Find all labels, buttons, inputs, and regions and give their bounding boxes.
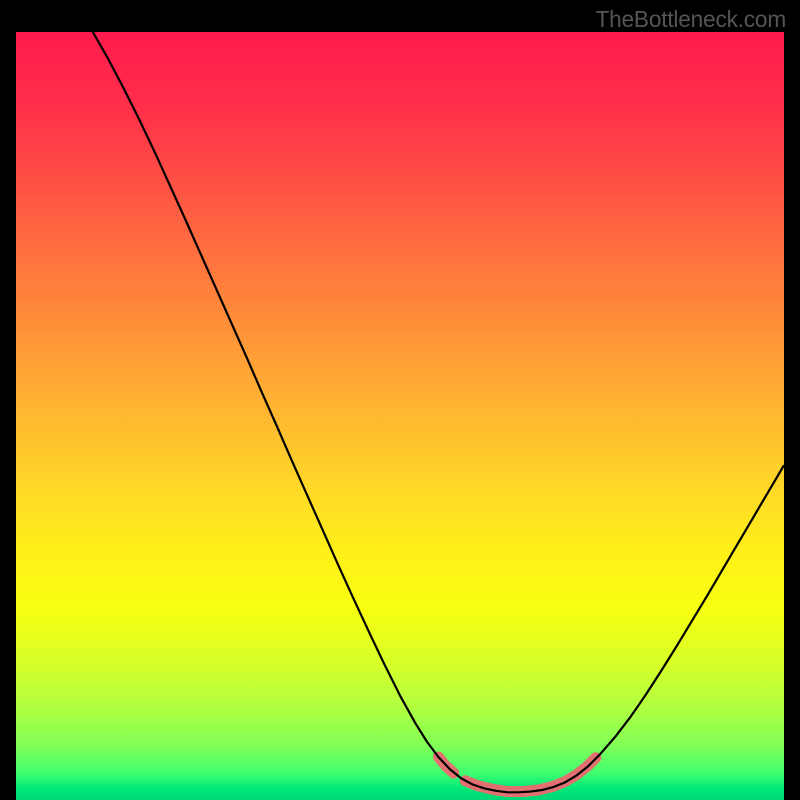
plot-area [16,32,784,800]
watermark-text: TheBottleneck.com [595,6,786,33]
plot-background [16,32,784,800]
plot-svg [16,32,784,800]
chart-container: TheBottleneck.com [0,0,800,800]
